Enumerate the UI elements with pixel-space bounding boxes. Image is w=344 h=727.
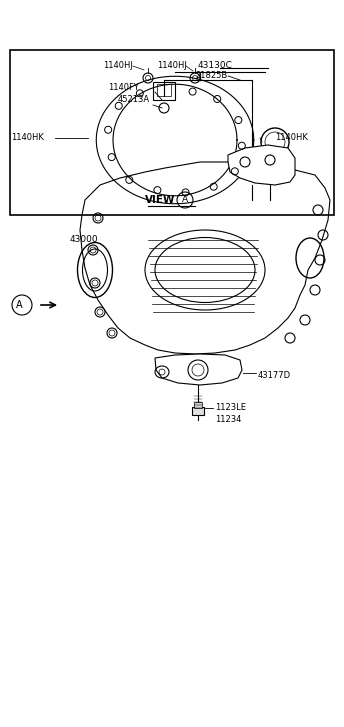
Bar: [10, 50, 334, 215]
Bar: [194, 402, 202, 408]
Text: 1140HK: 1140HK: [12, 134, 44, 142]
Text: VIEW: VIEW: [145, 195, 175, 205]
Text: 45213A: 45213A: [118, 95, 150, 105]
Text: 21825B: 21825B: [195, 71, 227, 81]
Polygon shape: [155, 354, 242, 385]
Bar: [157, 84, 171, 96]
Polygon shape: [80, 162, 330, 354]
Text: A: A: [182, 196, 188, 204]
Bar: [153, 82, 175, 100]
Bar: [192, 407, 204, 415]
Text: 1140HJ: 1140HJ: [103, 60, 133, 70]
Text: 11234: 11234: [215, 416, 241, 425]
Text: 1140FY: 1140FY: [108, 82, 139, 92]
Text: 1140HJ: 1140HJ: [157, 60, 187, 70]
Text: 1140HK: 1140HK: [276, 134, 309, 142]
Text: 1123LE: 1123LE: [215, 403, 246, 412]
Text: A: A: [16, 300, 22, 310]
Text: 43130C: 43130C: [197, 60, 233, 70]
Text: 43000: 43000: [70, 236, 99, 244]
Polygon shape: [228, 145, 295, 185]
Text: 43177D: 43177D: [258, 371, 291, 379]
